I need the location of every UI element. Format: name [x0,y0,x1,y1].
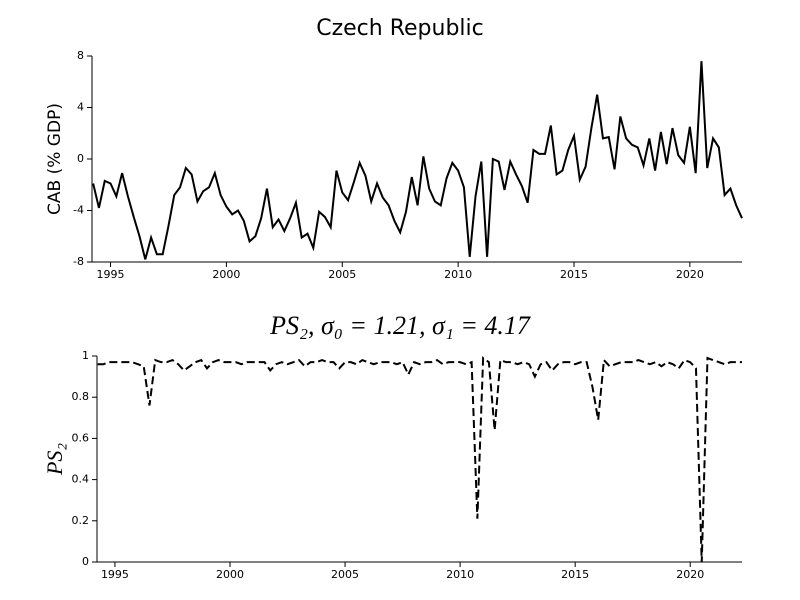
y-tick-label: 0.2 [72,514,90,527]
x-tick-label: 2010 [444,268,472,281]
chart-title: Czech Republic [316,16,484,41]
y-tick-label: 4 [77,101,84,114]
y-tick-label: 0 [77,152,84,165]
x-tick-label: 2020 [676,268,704,281]
x-tick-label: 2005 [328,268,356,281]
x-tick-label: 2010 [446,568,474,581]
y-tick-label: 1 [82,349,89,362]
data-line [97,356,742,563]
y-axis-label: PS₂ [42,443,67,476]
chart-title: PS₂, σ₀ = 1.21, σ₁ = 4.17 [269,311,531,340]
y-tick-label: 0.4 [72,473,90,486]
y-tick-label: -8 [73,255,84,268]
y-tick-label: -4 [73,204,84,217]
y-tick-label: 0.8 [72,390,90,403]
x-tick-label: 2015 [560,268,588,281]
y-axis-label: CAB (% GDP) [45,103,65,215]
x-tick-label: 1995 [101,568,129,581]
x-tick-label: 1995 [97,268,125,281]
y-tick-label: 0.6 [72,431,90,444]
x-tick-label: 2000 [212,268,240,281]
x-tick-label: 2000 [216,568,244,581]
x-tick-label: 2020 [676,568,704,581]
x-tick-label: 2015 [561,568,589,581]
x-tick-label: 2005 [331,568,359,581]
data-line [92,61,743,260]
y-tick-label: 0 [82,555,89,568]
y-tick-label: 8 [77,49,84,62]
